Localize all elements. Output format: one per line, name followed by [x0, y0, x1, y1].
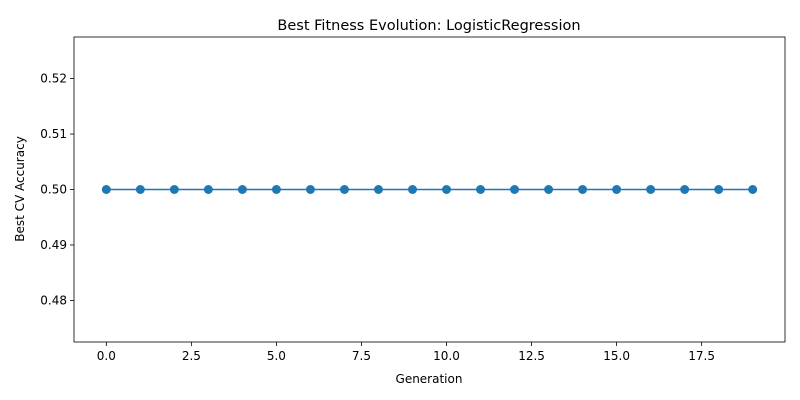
- x-axis-label: Generation: [396, 372, 463, 386]
- data-point: [748, 185, 758, 194]
- x-tick-label: 2.5: [182, 349, 201, 363]
- y-tick-label: 0.52: [40, 72, 67, 86]
- data-point: [476, 185, 486, 194]
- data-point: [544, 185, 554, 194]
- x-tick-label: 0.0: [97, 349, 116, 363]
- data-point: [442, 185, 452, 194]
- data-point: [271, 185, 281, 194]
- y-tick-label: 0.51: [40, 127, 67, 141]
- x-tick-label: 10.0: [433, 349, 460, 363]
- data-point: [169, 185, 179, 194]
- data-point: [578, 185, 588, 194]
- x-tick-label: 12.5: [518, 349, 545, 363]
- data-point: [680, 185, 690, 194]
- x-tick-label: 5.0: [267, 349, 286, 363]
- y-axis: 0.48 0.49 0.50 0.51 0.52: [40, 72, 74, 307]
- series-group: [101, 185, 758, 194]
- x-axis: 0.0 2.5 5.0 7.5 10.0 12.5 15.0 17.5: [97, 342, 715, 363]
- data-point: [339, 185, 349, 194]
- data-point: [407, 185, 417, 194]
- data-point: [203, 185, 213, 194]
- x-tick-label: 17.5: [688, 349, 715, 363]
- data-point: [646, 185, 656, 194]
- data-point: [612, 185, 622, 194]
- y-tick-label: 0.48: [40, 293, 67, 307]
- data-point: [373, 185, 383, 194]
- data-point: [305, 185, 315, 194]
- chart-title: Best Fitness Evolution: LogisticRegressi…: [277, 18, 580, 34]
- data-point: [237, 185, 247, 194]
- data-point: [135, 185, 145, 194]
- plot-area: 0.0 2.5 5.0 7.5 10.0 12.5 15.0 17.5 0.48 0.49 0.5…: [40, 36, 786, 363]
- x-tick-label: 15.0: [603, 349, 630, 363]
- data-point: [714, 185, 724, 194]
- y-tick-label: 0.49: [40, 238, 67, 252]
- y-tick-label: 0.50: [40, 183, 67, 197]
- x-tick-label: 7.5: [352, 349, 371, 363]
- y-axis-label: Best CV Accuracy: [13, 136, 27, 242]
- data-point: [510, 185, 520, 194]
- data-point: [101, 185, 111, 194]
